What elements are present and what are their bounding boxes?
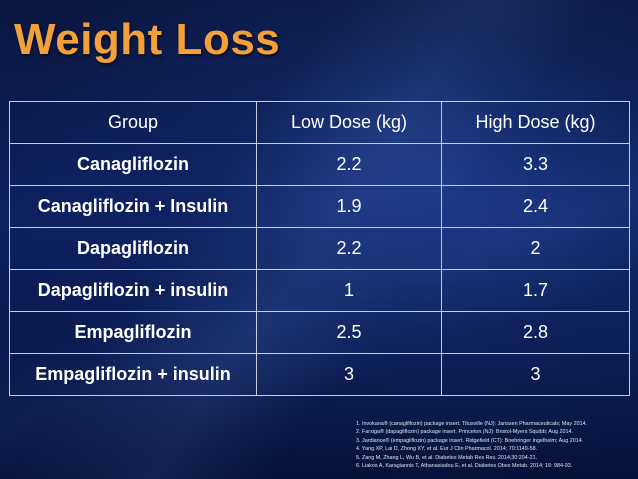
low-dose-cell: 3 — [256, 353, 442, 396]
table-row: Dapagliflozin + insulin 1 1.7 — [9, 269, 630, 312]
table-row: Dapagliflozin 2.2 2 — [9, 227, 630, 270]
high-dose-cell: 2.4 — [441, 185, 630, 228]
group-cell: Dapagliflozin — [9, 227, 257, 270]
table-row: Empagliflozin + insulin 3 3 — [9, 353, 630, 396]
column-header-group: Group — [9, 101, 257, 144]
high-dose-cell: 1.7 — [441, 269, 630, 312]
weight-loss-table: Group Low Dose (kg) High Dose (kg) Canag… — [9, 101, 630, 396]
group-cell: Empagliflozin — [9, 311, 257, 354]
column-header-high-dose: High Dose (kg) — [441, 101, 630, 144]
table-row: Empagliflozin 2.5 2.8 — [9, 311, 630, 354]
reference-item: 4. Yang XP, Lai D, Zhong XY, et al. Eur … — [356, 446, 538, 453]
high-dose-cell: 2.8 — [441, 311, 630, 354]
group-cell: Empagliflozin + insulin — [9, 353, 257, 396]
group-cell: Canagliflozin + Insulin — [9, 185, 257, 228]
table-row: Canagliflozin 2.2 3.3 — [9, 143, 630, 186]
reference-item: 5. Zang M, Zhang L, Wu B, et al. Diabete… — [356, 454, 538, 461]
low-dose-cell: 2.2 — [256, 227, 442, 270]
table-header-row: Group Low Dose (kg) High Dose (kg) — [9, 101, 630, 144]
high-dose-cell: 3 — [441, 353, 630, 396]
group-cell: Canagliflozin — [9, 143, 257, 186]
reference-item: 6. Liakos A, Karagiannis T, Athanasiadou… — [356, 463, 573, 470]
page-title: Weight Loss — [14, 15, 281, 64]
low-dose-cell: 2.2 — [256, 143, 442, 186]
group-cell: Dapagliflozin + insulin — [9, 269, 257, 312]
low-dose-cell: 1 — [256, 269, 442, 312]
low-dose-cell: 1.9 — [256, 185, 442, 228]
reference-item: 3. Jardiance® (empagliflozin) package in… — [356, 437, 584, 444]
high-dose-cell: 3.3 — [441, 143, 630, 186]
high-dose-cell: 2 — [441, 227, 630, 270]
column-header-low-dose: Low Dose (kg) — [256, 101, 442, 144]
low-dose-cell: 2.5 — [256, 311, 442, 354]
reference-item: 2. Farxiga® (dapagliflozin) package inse… — [356, 429, 574, 436]
references-list: 1. Invokana® (canagliflozin) package ins… — [356, 420, 632, 470]
reference-item: 1. Invokana® (canagliflozin) package ins… — [356, 421, 588, 427]
table-row: Canagliflozin + Insulin 1.9 2.4 — [9, 185, 630, 228]
